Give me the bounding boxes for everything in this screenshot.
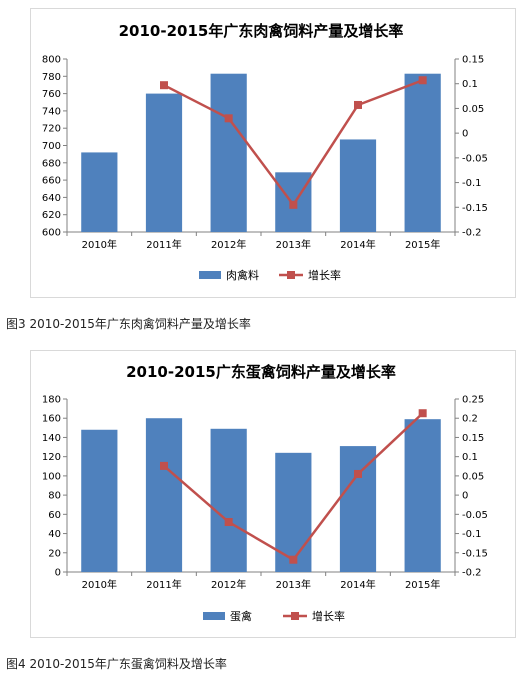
y-tick-label-left: 600 [42, 228, 61, 239]
x-tick-label: 2013年 [276, 578, 311, 591]
y-tick-label-right: 0.25 [462, 395, 484, 406]
bar [404, 73, 441, 232]
bar [210, 428, 247, 572]
y-tick-label-left: 620 [42, 210, 61, 221]
x-tick-label: 2012年 [211, 578, 246, 591]
bar [210, 73, 247, 232]
legend-label-line: 增长率 [308, 268, 341, 282]
y-tick-label-right: -0.2 [462, 568, 482, 579]
growth-rate-marker [354, 100, 362, 109]
y-tick-label-left: 100 [42, 471, 61, 482]
growth-rate-marker [160, 81, 168, 90]
y-tick-label-left: 140 [42, 433, 61, 444]
y-tick-label-left: 20 [48, 548, 61, 559]
y-tick-label-left: 720 [42, 124, 61, 135]
bar [275, 452, 312, 572]
bar [145, 418, 183, 572]
y-tick-label-right: 0.1 [462, 79, 478, 90]
y-tick-label-right: 0 [462, 129, 468, 140]
growth-rate-marker [224, 114, 233, 123]
y-tick-label-left: 680 [42, 158, 61, 169]
y-tick-label-left: 80 [48, 491, 61, 502]
y-tick-label-right: -0.15 [462, 203, 488, 214]
legend-swatch-bar [199, 271, 221, 279]
legend-label-bar: 蛋禽 [230, 609, 252, 623]
y-tick-label-right: 0.2 [462, 414, 478, 425]
y-tick-label-left: 180 [42, 395, 61, 406]
y-tick-label-left: 40 [48, 529, 61, 540]
chart-meat-poultry-feed: 2010-2015年广东肉禽饲料产量及增长率 800 780 760 740 720 700… [42, 22, 488, 282]
figure-caption-4: 图4 2010-2015年广东蛋禽饲料及增长率 [6, 657, 227, 671]
bar [404, 419, 441, 572]
y-tick-label-left: 740 [42, 106, 61, 117]
y-tick-label-right: 0 [462, 491, 468, 502]
x-tick-label: 2015年 [405, 578, 440, 591]
x-tick-label: 2011年 [146, 578, 181, 591]
growth-rate-marker [160, 461, 168, 470]
chart-panel-meat-poultry: 2010-2015年广东肉禽饲料产量及增长率 800 780 760 740 720 700… [30, 8, 516, 298]
figure-caption-3: 图3 2010-2015年广东肉禽饲料产量及增长率 [6, 317, 251, 331]
y-tick-label-right: -0.1 [462, 529, 482, 540]
x-tick-label: 2012年 [211, 238, 246, 251]
chart-egg-poultry-feed: 2010-2015广东蛋禽饲料产量及增长率 180 160 140 120 100 80 60… [42, 363, 488, 623]
y-tick-label-left: 760 [42, 89, 61, 100]
legend-swatch-marker [287, 271, 295, 279]
y-tick-label-left: 160 [42, 414, 61, 425]
bar [339, 446, 377, 572]
y-tick-label-left: 700 [42, 141, 61, 152]
y-tick-label-left: 640 [42, 193, 61, 204]
y-tick-label-right: -0.15 [462, 548, 488, 559]
growth-rate-marker [418, 76, 427, 85]
x-tick-label: 2010年 [82, 578, 117, 591]
y-tick-label-left: 800 [42, 55, 61, 66]
x-tick-label: 2010年 [82, 238, 117, 251]
y-tick-label-right: -0.1 [462, 178, 482, 189]
y-tick-label-right: 0.1 [462, 452, 478, 463]
bar [81, 429, 118, 572]
legend-label-bar: 肉禽料 [226, 268, 259, 282]
growth-rate-marker [418, 409, 427, 418]
y-tick-label-right: -0.05 [462, 510, 488, 521]
legend-swatch-bar [203, 612, 225, 620]
y-tick-label-left: 0 [55, 568, 61, 579]
y-tick-label-left: 660 [42, 176, 61, 187]
y-tick-label-right: -0.2 [462, 228, 482, 239]
y-tick-label-left: 780 [42, 72, 61, 83]
bar [145, 93, 183, 232]
y-tick-label-left: 60 [48, 510, 61, 521]
x-tick-label: 2011年 [146, 238, 181, 251]
y-tick-label-right: 0.15 [462, 433, 484, 444]
legend-swatch-marker [291, 612, 299, 620]
chart-title: 2010-2015年广东肉禽饲料产量及增长率 [119, 22, 404, 40]
growth-rate-marker [224, 518, 233, 527]
y-tick-label-right: 0.05 [462, 104, 484, 115]
legend-label-line: 增长率 [312, 609, 345, 623]
y-tick-label-right: -0.05 [462, 153, 488, 164]
bar [339, 139, 377, 232]
x-tick-label: 2014年 [340, 578, 375, 591]
growth-rate-marker [289, 555, 298, 564]
x-tick-label: 2015年 [405, 238, 440, 251]
y-tick-label-left: 120 [42, 452, 61, 463]
growth-rate-marker [289, 200, 298, 209]
x-tick-label: 2013年 [276, 238, 311, 251]
chart-title: 2010-2015广东蛋禽饲料产量及增长率 [126, 363, 396, 381]
growth-rate-marker [354, 469, 362, 478]
y-tick-label-right: 0.05 [462, 471, 484, 482]
chart-panel-egg-poultry: 2010-2015广东蛋禽饲料产量及增长率 180 160 140 120 100 80 60… [30, 350, 516, 638]
bar [81, 152, 118, 232]
y-tick-label-right: 0.15 [462, 55, 484, 66]
x-tick-label: 2014年 [340, 238, 375, 251]
